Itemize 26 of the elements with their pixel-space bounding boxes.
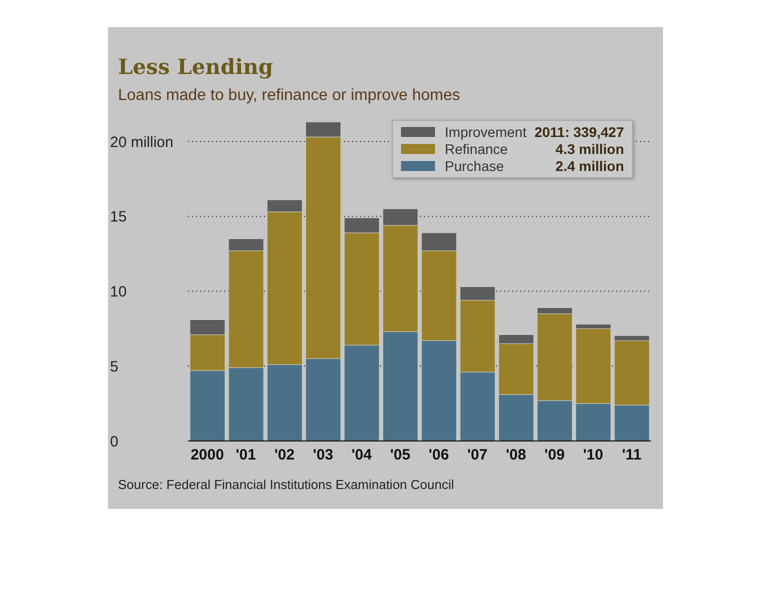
chart-subtitle: Loans made to buy, refinance or improve homes [118,87,460,105]
x-tick-label: 2000 [190,446,224,464]
source-note: Source: Federal Financial Institutions Examination Council [118,477,454,492]
y-tick-label: 20 million [110,134,174,151]
y-tick-label: 10 [110,284,127,301]
x-tick-label: '05 [390,446,410,464]
x-tick-label: '08 [506,446,526,464]
legend-label: Refinance [444,141,509,157]
y-tick-label: 5 [110,358,118,376]
annotation: 4.3 million [554,141,624,157]
x-tick-label: '04 [351,446,372,464]
x-tick-label: '10 [582,446,604,464]
x-tick-label: '09 [544,446,565,464]
legend-label: Improvement [444,124,526,140]
x-tick-label: '03 [312,446,334,464]
legend-label: Purchase [444,158,505,174]
y-tick-label: 0 [110,433,118,450]
annotation: 2.4 million [554,158,624,174]
x-tick-label: '01 [236,446,256,464]
x-tick-label: '11 [622,446,642,464]
x-tick-label: '02 [274,446,295,464]
x-tick-label: '07 [467,446,488,464]
chart-title: Less Lending [118,54,274,79]
annotation: 2011: 339,427 [534,124,624,140]
y-tick-label: 15 [110,208,127,226]
x-tick-label: '06 [428,446,449,464]
